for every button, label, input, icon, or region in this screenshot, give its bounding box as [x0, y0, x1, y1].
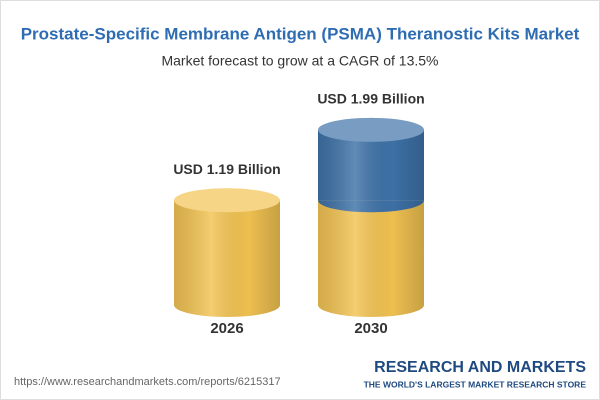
- cylinder-top-highlight: [174, 188, 280, 213]
- x-tick-label: 2030: [354, 320, 387, 337]
- source-url: https://www.researchandmarkets.com/repor…: [14, 376, 281, 388]
- value-label: USD 1.19 Billion: [173, 161, 280, 177]
- cylinder-top: [318, 117, 424, 142]
- cylinder-seam-shade: [318, 200, 424, 213]
- cylinder-bottom-shade: [174, 305, 280, 317]
- x-tick-label: 2026: [210, 320, 243, 337]
- cylinder-top: [174, 188, 280, 213]
- chart-title: Prostate-Specific Membrane Antigen (PSMA…: [21, 24, 580, 43]
- tagline: THE WORLD'S LARGEST MARKET RESEARCH STOR…: [364, 379, 587, 389]
- brand: RESEARCH AND MARKETS: [374, 359, 586, 376]
- value-label: USD 1.99 Billion: [317, 91, 424, 107]
- cylinder-shade: [174, 200, 280, 305]
- chart-subtitle: Market forecast to grow at a CAGR of 13.…: [161, 53, 438, 69]
- cylinder-shade: [318, 200, 424, 305]
- cylinder-bottom-shade: [318, 305, 424, 317]
- cylinder-top-highlight: [318, 117, 424, 142]
